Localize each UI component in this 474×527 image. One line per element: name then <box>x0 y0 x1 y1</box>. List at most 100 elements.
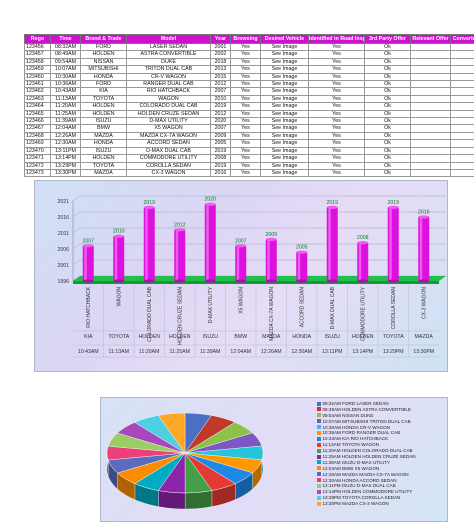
legend-label: 10:30AM HONDA CR-V WAGON <box>322 424 390 430</box>
table-cell: 123458 <box>24 57 51 67</box>
bar-base <box>418 279 430 283</box>
table-cell <box>450 161 474 170</box>
table-header-row: Rego Time Brand & Trade Model Year Browsing De… <box>24 34 474 44</box>
bar-top <box>82 244 94 248</box>
column-header: Browsing <box>230 34 261 44</box>
table-cell: Ok <box>364 109 411 119</box>
x-time-label: 11:13AM <box>109 349 129 355</box>
table-cell: See Image <box>260 139 309 148</box>
legend-swatch <box>317 425 321 430</box>
table-row: 123465 11:25AM HOLDEN HOLDEN CRUZE SEDAN 201… <box>24 109 474 119</box>
x-time-label: 10:43AM <box>78 349 99 355</box>
table-cell: X5 WAGON <box>126 124 211 133</box>
bar <box>113 236 125 281</box>
table-cell <box>450 50 474 59</box>
bar <box>204 204 216 281</box>
table-cell: Yes <box>230 168 261 178</box>
table-cell: NISSAN <box>80 57 127 67</box>
bar-highlight <box>114 236 118 281</box>
column-header: Relevant Offer <box>410 34 451 44</box>
column-header: Year <box>210 34 231 44</box>
legend-swatch <box>317 401 321 406</box>
table-cell: Yes <box>230 124 261 133</box>
legend-swatch <box>317 407 321 412</box>
table-cell: 10:30AM <box>50 72 81 82</box>
table-cell: 11:25AM <box>50 109 81 119</box>
legend-swatch <box>317 501 321 506</box>
x-category-label: MAZDA CX-7A WAGON <box>269 287 275 341</box>
legend-label: 08:49AM HOLDEN ASTRA CONVERTIBLE <box>322 406 412 412</box>
legend-swatch <box>317 454 321 459</box>
legend-swatch <box>317 448 321 453</box>
legend-swatch <box>317 472 321 477</box>
table-cell: D-MAX DUAL CAB <box>126 146 211 156</box>
bar-highlight <box>236 245 240 281</box>
legend-label: 13:11PM ISUZU D-MAX DUAL CAB <box>322 483 396 489</box>
table-cell: See Image <box>260 131 309 141</box>
table-row: 123459 10:07AM MITSUBISHI TRITON DUAL CAB 20… <box>24 65 474 74</box>
pie-legend: 08:32AM FORD LASER SEDAN 08:49AM HOLDEN A… <box>317 401 445 507</box>
bar-top <box>204 202 216 206</box>
table-cell: 123456 <box>24 42 51 52</box>
table-cell <box>450 117 474 126</box>
table-cell: Ok <box>364 42 411 52</box>
y-tick-label: 2021 <box>57 199 69 205</box>
table-cell <box>410 65 451 74</box>
table-cell: MAZDA <box>80 168 127 178</box>
legend-item: 12:30AM HONDA ACCORD SEDAN <box>317 478 445 484</box>
table-cell: HOLDEN <box>80 109 127 119</box>
table-cell: 123470 <box>24 146 51 156</box>
table-cell: 123459 <box>24 65 51 74</box>
table-cell: COMMODORE UTILITY <box>126 154 211 163</box>
table-cell: 123462 <box>24 87 51 96</box>
table-cell: Yes <box>308 117 365 126</box>
table-cell: Yes <box>230 87 261 96</box>
table-cell: 2018 <box>210 57 231 67</box>
table-cell <box>450 139 474 148</box>
bar-highlight <box>175 229 179 281</box>
table-cell: Ok <box>364 131 411 141</box>
column-header: Model <box>126 34 211 44</box>
table-cell: Yes <box>230 146 261 156</box>
table-row: 123471 13:14PM HOLDEN COMMODORE UTILITY 2008… <box>24 154 474 163</box>
table-cell: Ok <box>364 57 411 67</box>
table-cell: 11:39AM <box>50 117 81 126</box>
legend-item: 12:04AM BMW X5 WAGON <box>317 466 445 472</box>
table-cell: TRITON DUAL CAB <box>126 65 211 74</box>
table-cell: FORD <box>80 80 127 89</box>
bar-base <box>235 279 247 283</box>
table-row: 123472 13:29PM TOYOTA COROLLA SEDAN 2019 Yes S… <box>24 161 474 170</box>
table-cell <box>450 124 474 133</box>
table-cell: See Image <box>260 168 309 178</box>
table-cell: 2019 <box>210 146 231 156</box>
legend-item: 08:32AM FORD LASER SEDAN <box>317 401 445 407</box>
legend-swatch <box>317 413 321 418</box>
table-cell: See Image <box>260 50 309 59</box>
table-cell: Yes <box>308 87 365 96</box>
table-cell: Yes <box>308 72 365 82</box>
table-cell: Ok <box>364 139 411 148</box>
table-cell: Yes <box>230 117 261 126</box>
table-row: 123458 09:54AM NISSAN DUKE 2018 Yes See Image Y… <box>24 57 474 67</box>
table-cell: TOYOTA <box>80 161 127 170</box>
table-cell: HOLDEN <box>80 50 127 59</box>
table-cell: Yes <box>230 109 261 119</box>
table-cell <box>410 50 451 59</box>
table-cell <box>450 154 474 163</box>
table-cell: 2008 <box>210 154 231 163</box>
table-body: 123456 08:32AM FORD LASER SEDAN 2001 Yes See I… <box>24 42 474 178</box>
legend-item: 10:30AM HONDA CR-V WAGON <box>317 425 445 431</box>
table-cell: Yes <box>308 102 365 111</box>
legend-swatch <box>317 442 321 447</box>
table-cell: 2002 <box>210 50 231 59</box>
data-label: 2005 <box>296 245 308 251</box>
legend-swatch <box>317 478 321 483</box>
data-label: 2012 <box>174 222 186 228</box>
bar-top <box>113 234 125 238</box>
bar <box>296 252 308 281</box>
x-time-label: 12:04AM <box>230 349 251 355</box>
legend-item: 13:11PM ISUZU D-MAX DUAL CAB <box>317 483 445 489</box>
table-cell: 2007 <box>210 124 231 133</box>
table-cell: 13:11PM <box>50 146 81 156</box>
x-category-label: WAGON <box>116 287 122 307</box>
